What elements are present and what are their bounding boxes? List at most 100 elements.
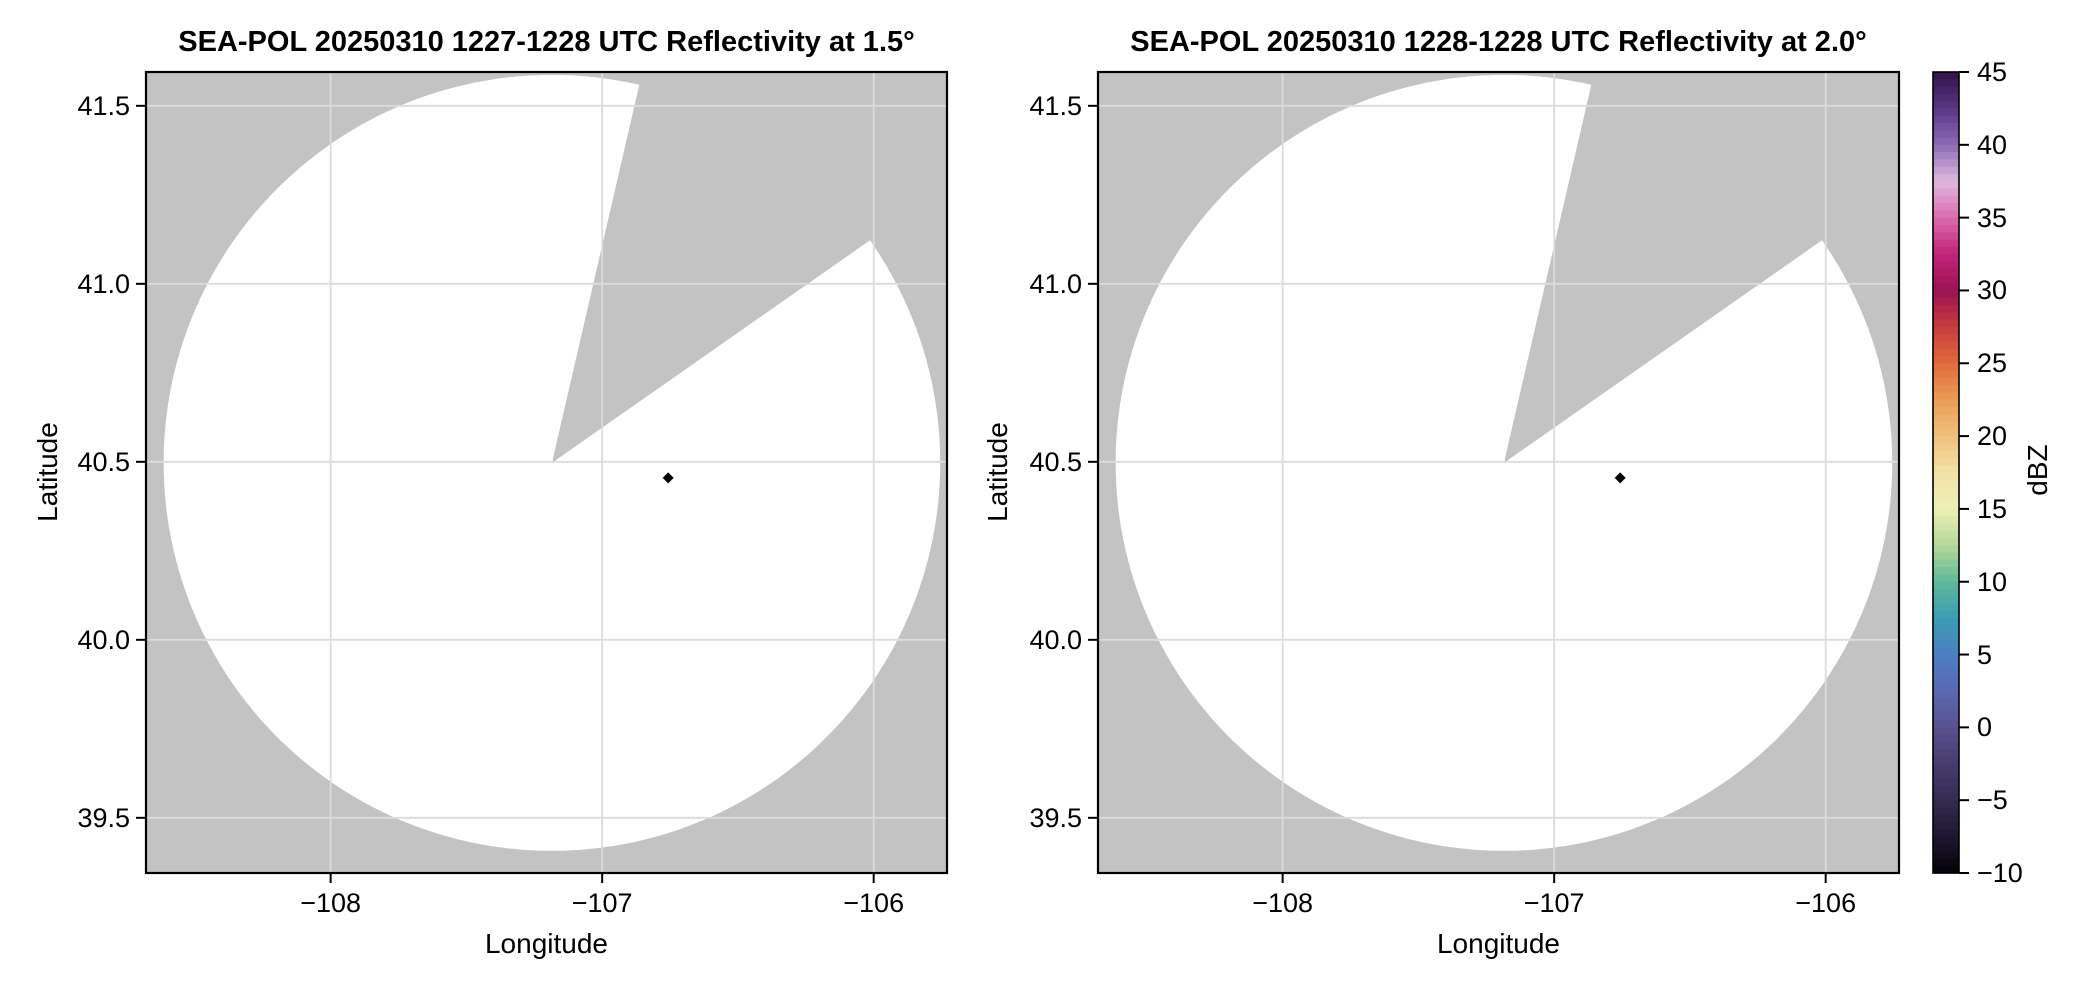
colorbar-band bbox=[1933, 851, 1959, 860]
colorbar-band bbox=[1933, 683, 1959, 692]
colorbar-band bbox=[1933, 72, 1959, 80]
colorbar-band bbox=[1933, 523, 1959, 532]
colorbar-band bbox=[1933, 785, 1959, 794]
colorbar-band bbox=[1933, 487, 1959, 495]
colorbar-band bbox=[1933, 829, 1959, 838]
colorbar-band bbox=[1933, 188, 1959, 197]
colorbar-band bbox=[1933, 108, 1959, 117]
colorbar-band bbox=[1933, 698, 1959, 707]
y-tick-label: 41.5 bbox=[77, 90, 130, 121]
colorbar-band bbox=[1933, 472, 1959, 481]
y-tick-label: 40.5 bbox=[1029, 446, 1082, 477]
colorbar-band bbox=[1933, 545, 1959, 554]
colorbar-band bbox=[1933, 341, 1959, 350]
colorbar-tick-label: −10 bbox=[1977, 858, 2023, 888]
colorbar-band bbox=[1933, 589, 1959, 597]
colorbar-band bbox=[1933, 494, 1959, 503]
colorbar-tick-label: 0 bbox=[1977, 712, 1993, 743]
y-tick-label: 41.0 bbox=[1029, 268, 1082, 299]
colorbar-band bbox=[1933, 246, 1959, 255]
colorbar-band bbox=[1933, 159, 1959, 168]
colorbar-outline bbox=[1932, 71, 1960, 874]
colorbar-band bbox=[1933, 392, 1959, 401]
colorbar-band bbox=[1933, 800, 1959, 809]
panel-2-title: SEA-POL 20250310 1228-1228 UTC Reflectiv… bbox=[1130, 26, 1867, 58]
colorbar-tick-label: 40 bbox=[1977, 129, 2008, 160]
colorbar-band bbox=[1933, 865, 1959, 874]
colorbar-band bbox=[1933, 93, 1959, 102]
colorbar-band bbox=[1933, 778, 1959, 787]
colorbar-band bbox=[1933, 538, 1959, 546]
colorbar-band bbox=[1933, 807, 1959, 816]
colorbar-tick-label: 5 bbox=[1977, 639, 1993, 670]
panel-1-title: SEA-POL 20250310 1227-1228 UTC Reflectiv… bbox=[178, 26, 915, 58]
colorbar-band bbox=[1933, 756, 1959, 765]
colorbar-tick-label: 35 bbox=[1977, 202, 2008, 233]
y-tick-label: 41.5 bbox=[1029, 90, 1082, 121]
colorbar-band bbox=[1933, 508, 1959, 517]
colorbar-band bbox=[1933, 479, 1959, 488]
colorbar-band bbox=[1933, 421, 1959, 430]
colorbar-band bbox=[1933, 647, 1959, 656]
y-tick-label: 39.5 bbox=[77, 802, 130, 833]
panel-2-xlabel: Longitude bbox=[1436, 928, 1560, 959]
colorbar-band bbox=[1933, 465, 1959, 474]
colorbar-band bbox=[1933, 312, 1959, 321]
colorbar-tick-label: 10 bbox=[1977, 566, 2008, 597]
colorbar-band bbox=[1933, 152, 1959, 160]
y-tick-label: 39.5 bbox=[1029, 802, 1082, 833]
colorbar-band bbox=[1933, 734, 1959, 743]
y-tick-label: 40.0 bbox=[1029, 624, 1082, 655]
colorbar-band bbox=[1933, 173, 1959, 182]
colorbar-band bbox=[1933, 814, 1959, 823]
colorbar-band bbox=[1933, 232, 1959, 241]
colorbar-band bbox=[1933, 195, 1959, 204]
x-tick-label: −108 bbox=[300, 888, 362, 918]
colorbar-band bbox=[1933, 385, 1959, 393]
y-tick-label: 40.0 bbox=[77, 624, 130, 655]
colorbar-band bbox=[1933, 377, 1959, 386]
colorbar-band bbox=[1933, 669, 1959, 677]
colorbar-band bbox=[1933, 822, 1959, 830]
colorbar-band bbox=[1933, 843, 1959, 852]
colorbar-band bbox=[1933, 290, 1959, 299]
colorbar-band bbox=[1933, 501, 1959, 510]
colorbar-band bbox=[1933, 297, 1959, 306]
panel-1-spine bbox=[144, 70, 949, 875]
colorbar-band bbox=[1933, 749, 1959, 758]
colorbar-band bbox=[1933, 436, 1959, 444]
x-tick-label: −107 bbox=[1523, 888, 1585, 918]
colorbar-band bbox=[1933, 370, 1959, 379]
colorbar-band bbox=[1933, 457, 1959, 466]
colorbar-band bbox=[1933, 705, 1959, 714]
colorbar-band bbox=[1933, 283, 1959, 292]
panel-2-scan-area bbox=[1115, 74, 1893, 851]
colorbar-tick-label: 20 bbox=[1977, 421, 2008, 452]
colorbar-band bbox=[1933, 166, 1959, 175]
colorbar-band bbox=[1933, 101, 1959, 110]
x-tick-label: −107 bbox=[571, 888, 633, 918]
colorbar-band bbox=[1933, 727, 1959, 736]
colorbar-band bbox=[1933, 603, 1959, 612]
colorbar-band bbox=[1933, 428, 1959, 437]
colorbar-band bbox=[1933, 217, 1959, 226]
colorbar-band bbox=[1933, 516, 1959, 525]
x-tick-label: −108 bbox=[1252, 888, 1314, 918]
colorbar-band bbox=[1933, 610, 1959, 619]
colorbar-band bbox=[1933, 86, 1959, 95]
site-marker bbox=[662, 472, 674, 484]
panel-1-scan-area bbox=[163, 74, 941, 851]
colorbar-band bbox=[1933, 450, 1959, 459]
colorbar-band bbox=[1933, 334, 1959, 343]
colorbar-band bbox=[1933, 275, 1959, 284]
colorbar-band bbox=[1933, 79, 1959, 88]
colorbar-band bbox=[1933, 239, 1959, 248]
colorbar-band bbox=[1933, 348, 1959, 357]
colorbar-band bbox=[1933, 792, 1959, 801]
colorbar-band bbox=[1933, 676, 1959, 685]
colorbar-band bbox=[1933, 326, 1959, 335]
colorbar-band bbox=[1933, 224, 1959, 233]
colorbar-band bbox=[1933, 137, 1959, 146]
colorbar-band bbox=[1933, 406, 1959, 415]
y-tick-label: 40.5 bbox=[77, 446, 130, 477]
